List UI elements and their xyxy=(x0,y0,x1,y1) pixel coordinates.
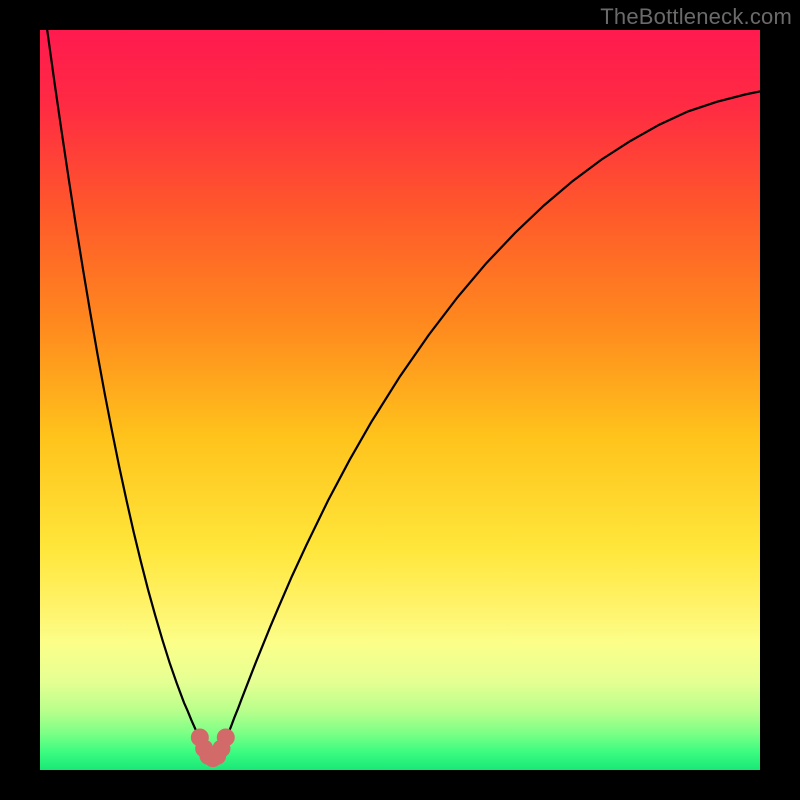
border xyxy=(0,770,800,800)
bottleneck-chart xyxy=(0,0,800,800)
plot-background xyxy=(40,30,760,770)
valley-dot xyxy=(217,728,235,746)
figure-container: TheBottleneck.com xyxy=(0,0,800,800)
border xyxy=(0,0,40,800)
border xyxy=(760,0,800,800)
watermark-text: TheBottleneck.com xyxy=(600,4,792,30)
